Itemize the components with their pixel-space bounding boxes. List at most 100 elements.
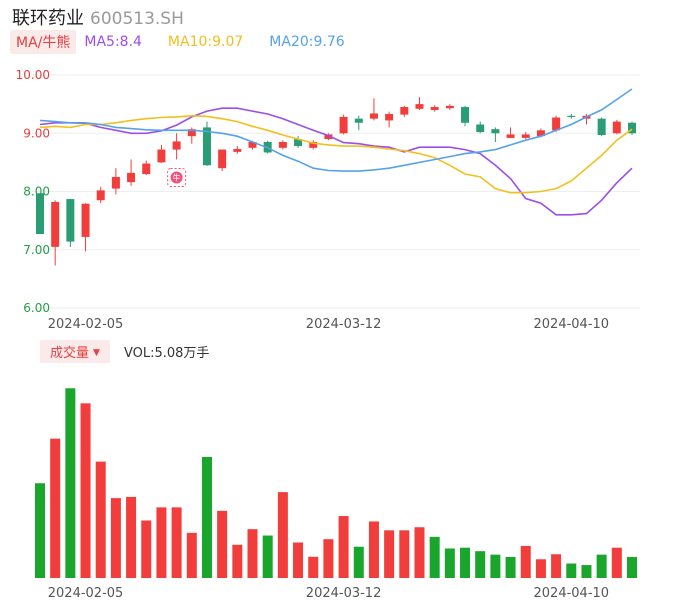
- candlestick-series: [36, 97, 636, 266]
- x-tick-label: 2024-03-12: [306, 317, 382, 332]
- volume-bar: [399, 530, 410, 578]
- ma-indicator-tag[interactable]: MA/牛熊: [10, 30, 77, 54]
- volume-bar: [217, 510, 228, 578]
- volume-indicator-dropdown[interactable]: 成交量 ▼: [40, 339, 110, 363]
- y-tick-label: 7.00: [23, 243, 50, 257]
- volume-bar: [368, 521, 379, 578]
- x-tick-label: 2024-04-10: [534, 317, 610, 332]
- volume-bar: [126, 496, 137, 578]
- x-tick-label: 2024-03-12: [306, 586, 382, 601]
- x-tick-label: 2024-02-05: [48, 586, 124, 601]
- candle-body: [445, 105, 454, 109]
- volume-bar: [323, 539, 334, 578]
- legend-ma20: MA20:9.76: [269, 34, 345, 50]
- price-x-axis: 2024-02-05 2024-03-12 2024-04-10: [48, 317, 609, 332]
- volume-bar: [551, 554, 562, 578]
- volume-bar: [460, 547, 471, 578]
- volume-bar: [110, 498, 121, 578]
- candle-body: [127, 172, 136, 183]
- badge-label: 牛: [173, 172, 181, 182]
- volume-bar: [414, 527, 425, 578]
- volume-x-axis: 2024-02-05 2024-03-12 2024-04-10: [48, 586, 609, 601]
- candle-body: [66, 199, 75, 242]
- legend-ma10: MA10:9.07: [167, 34, 244, 50]
- volume-bars: [35, 388, 637, 578]
- candle-body: [476, 124, 485, 133]
- candle-body: [552, 117, 561, 131]
- volume-bar: [50, 438, 61, 578]
- candle-body: [491, 129, 500, 134]
- candle-body: [567, 115, 576, 117]
- volume-bar: [338, 516, 349, 578]
- volume-bar: [520, 545, 531, 578]
- volume-bar: [596, 554, 607, 578]
- volume-bar: [535, 559, 546, 578]
- candle-body: [218, 149, 227, 169]
- candle-body: [142, 163, 151, 175]
- volume-bar: [490, 554, 501, 578]
- ma-lines: [39, 88, 633, 216]
- candle-body: [233, 148, 242, 152]
- candle-body: [157, 149, 166, 163]
- badge-frame: [167, 167, 187, 187]
- candle-body: [339, 116, 348, 134]
- candle-body: [612, 121, 621, 134]
- y-tick-label: 9.00: [23, 126, 50, 140]
- volume-bar: [611, 547, 622, 578]
- ma-line-ma5: [39, 107, 633, 216]
- volume-value: VOL:5.08万手: [123, 345, 210, 361]
- volume-bar: [262, 535, 273, 578]
- candle-body: [628, 122, 636, 134]
- candle-body: [294, 139, 303, 147]
- volume-bar: [232, 544, 243, 578]
- candle-body: [309, 141, 318, 148]
- volume-bar: [627, 556, 637, 578]
- candle-body: [521, 134, 530, 138]
- stock-header: 联环药业 600513.SH: [12, 4, 184, 29]
- candle-body: [506, 134, 515, 138]
- stock-name: 联环药业: [12, 8, 84, 29]
- volume-bar: [141, 520, 152, 578]
- volume-bar: [293, 542, 304, 578]
- candle-body: [187, 129, 196, 137]
- volume-bar: [156, 507, 167, 578]
- candle-body: [400, 107, 409, 115]
- volume-bar: [171, 507, 182, 578]
- candle-body: [369, 113, 378, 119]
- volume-bar: [505, 556, 516, 578]
- candle-body: [96, 190, 105, 201]
- y-tick-label: 10.00: [16, 68, 50, 82]
- volume-bar: [581, 565, 592, 578]
- candle-body: [202, 127, 211, 166]
- candle-body: [248, 141, 257, 148]
- y-tick-label: 6.00: [23, 301, 50, 315]
- volume-bar: [444, 548, 455, 578]
- ma-line-ma10: [39, 114, 633, 194]
- volume-bar: [186, 532, 197, 578]
- volume-indicator-label: 成交量: [50, 345, 90, 361]
- volume-bar: [353, 546, 364, 578]
- ma-line-ma20: [39, 88, 633, 172]
- volume-bar: [80, 403, 91, 578]
- volume-bar: [308, 556, 319, 578]
- caret-down-icon: ▼: [93, 348, 100, 358]
- price-axis: 10.009.008.007.006.00: [16, 68, 50, 315]
- volume-bar: [201, 456, 212, 578]
- x-tick-label: 2024-02-05: [48, 317, 124, 332]
- volume-legend: 成交量 ▼ VOL:5.08万手: [40, 339, 210, 363]
- candle-body: [461, 107, 470, 123]
- candle-body: [597, 118, 606, 135]
- candle-body: [172, 141, 181, 150]
- x-tick-label: 2024-04-10: [534, 586, 610, 601]
- volume-bar: [247, 529, 258, 578]
- volume-bar: [566, 563, 577, 578]
- volume-bar: [65, 388, 76, 578]
- ma-legend: MA/牛熊 MA5:8.4 MA10:9.07 MA20:9.76: [10, 30, 367, 54]
- volume-bar: [429, 536, 440, 578]
- price-grid: [32, 74, 640, 309]
- candle-body: [385, 114, 394, 121]
- volume-bar: [277, 492, 288, 578]
- candle-body: [51, 201, 60, 247]
- candle-body: [415, 104, 424, 109]
